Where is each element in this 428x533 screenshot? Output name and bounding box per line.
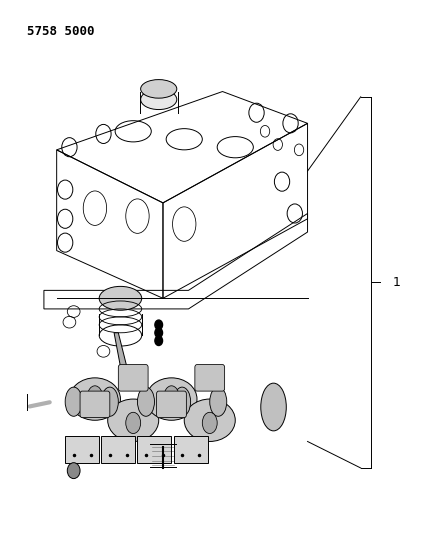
Ellipse shape [141,90,177,110]
Text: 5758 5000: 5758 5000 [27,25,95,38]
FancyBboxPatch shape [157,391,186,418]
Polygon shape [114,333,129,378]
Ellipse shape [184,399,235,441]
Polygon shape [174,436,208,463]
Ellipse shape [99,286,142,310]
Ellipse shape [65,387,82,416]
Ellipse shape [261,383,286,431]
Ellipse shape [202,413,217,433]
Ellipse shape [87,386,102,407]
FancyBboxPatch shape [80,391,110,418]
Polygon shape [65,436,99,463]
Ellipse shape [101,387,118,416]
Polygon shape [101,436,135,463]
Ellipse shape [174,387,190,416]
Circle shape [155,328,163,337]
Ellipse shape [164,386,179,407]
FancyArrowPatch shape [30,402,50,407]
Circle shape [155,336,163,345]
Ellipse shape [146,378,197,420]
Ellipse shape [210,387,227,416]
Circle shape [67,463,80,479]
Polygon shape [137,436,172,463]
Circle shape [155,320,163,329]
Ellipse shape [137,387,155,416]
Text: 1: 1 [392,276,401,289]
Ellipse shape [141,79,177,98]
FancyBboxPatch shape [195,365,225,391]
Ellipse shape [69,378,120,420]
Ellipse shape [108,399,159,441]
FancyBboxPatch shape [118,365,148,391]
Ellipse shape [126,413,141,433]
